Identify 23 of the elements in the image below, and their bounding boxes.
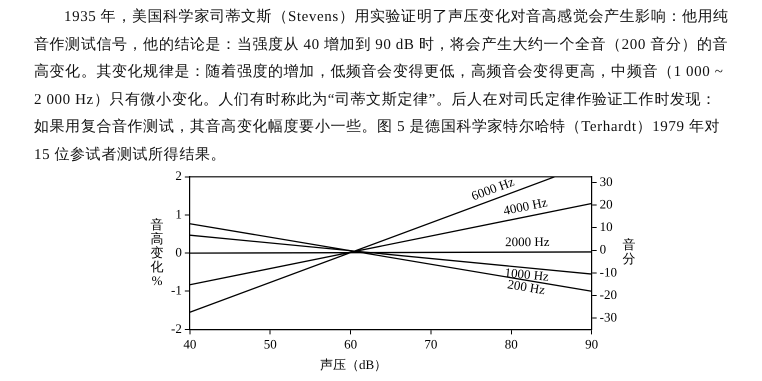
text: 1935 年，美国科学家司蒂文斯（Stevens）用实验证明了声压变化对音高感觉会产生影响：他用纯音作测试信号，他的结论是：当强度从 40 增加到 90 dB 时，将会产生大约一个全音（200 音分）的音高变化。其变化规律是：随着强度的增加，低频音会变得更低，高频音会变得更高，中频音（1 000 ~ 2 000 Hz）只有微小变化。人们有时称此为“司蒂文斯定律”。后人在对司氏定律作验证工作时发现：如果用复合音作测试，其音高变化幅度要小一些。图 5 是德国科学家特尔哈特（Terhardt）1979 年对 15 位参试者测试所得结果。 bbox=[34, 7, 729, 164]
y2-tick-label: 30 bbox=[600, 174, 613, 189]
x-axis-title: 声压（dB） bbox=[320, 356, 388, 374]
x-tick-label: 50 bbox=[264, 336, 277, 352]
y-tick-label: -1 bbox=[170, 282, 182, 298]
y-tick-label: -2 bbox=[170, 320, 182, 336]
y2-tick-label: 20 bbox=[600, 196, 613, 212]
x-tick-label: 70 bbox=[424, 336, 438, 352]
y2-tick-label: -10 bbox=[600, 264, 618, 280]
x-tick-label: 80 bbox=[504, 336, 518, 352]
y2-tick-label: 0 bbox=[600, 242, 606, 257]
x-tick-label: 60 bbox=[344, 336, 358, 352]
y2-tick-label: -20 bbox=[600, 286, 618, 302]
y-tick-label: 1 bbox=[175, 206, 182, 222]
series-label: 2000 Hz bbox=[505, 234, 550, 250]
y-axis-title: 音高变化% bbox=[150, 217, 164, 288]
y-tick-label: 2 bbox=[175, 168, 182, 184]
y-tick-label: 0 bbox=[175, 244, 182, 260]
x-tick-label: 40 bbox=[183, 336, 196, 352]
y2-tick-label: -30 bbox=[600, 310, 618, 325]
y2-axis-title: 音分 bbox=[622, 237, 636, 266]
x-tick-label: 90 bbox=[585, 336, 598, 352]
y2-tick-label: 10 bbox=[600, 219, 613, 234]
